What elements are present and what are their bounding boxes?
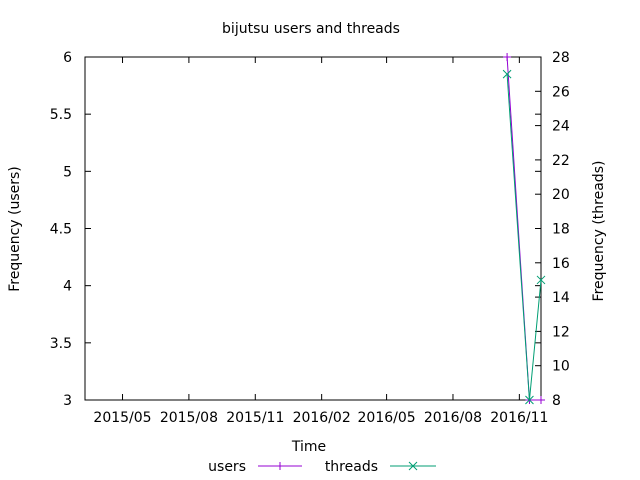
x-axis: 2015/05 2015/08 2015/11 2016/02 2016/05 2016/… bbox=[93, 57, 548, 426]
y-tick-label: 5.5 bbox=[50, 107, 72, 123]
y-tick-label: 6 bbox=[63, 50, 72, 66]
y-tick-label: 3 bbox=[63, 393, 72, 409]
right-axis: 8 10 12 14 16 18 20 22 24 26 28 bbox=[535, 50, 570, 409]
y2-tick-label: 18 bbox=[552, 222, 570, 238]
y2-axis-label: Frequency (threads) bbox=[591, 161, 607, 302]
left-axis: 3 3.5 4 4.5 5 5.5 6 bbox=[50, 50, 541, 409]
y2-tick-label: 10 bbox=[552, 359, 570, 375]
plot-frame bbox=[84, 56, 542, 401]
x-tick-label: 2015/11 bbox=[226, 410, 284, 426]
legend-marker-users bbox=[276, 462, 284, 470]
data-point-threads bbox=[525, 395, 534, 405]
y2-tick-label: 20 bbox=[552, 187, 570, 203]
series-layer bbox=[502, 53, 546, 405]
y-tick-label: 4 bbox=[63, 279, 72, 295]
y2-tick-label: 26 bbox=[552, 84, 570, 100]
data-point-threads bbox=[536, 275, 546, 285]
data-point-users bbox=[537, 396, 545, 404]
legend-marker-threads bbox=[408, 461, 418, 471]
y2-tick-label: 8 bbox=[552, 393, 561, 409]
y-tick-label: 4.5 bbox=[50, 222, 72, 238]
x-tick-label: 2016/08 bbox=[424, 410, 482, 426]
x-tick-label: 2015/05 bbox=[93, 410, 151, 426]
y2-tick-label: 28 bbox=[552, 50, 570, 66]
y-tick-label: 5 bbox=[63, 164, 72, 180]
y-tick-label: 3.5 bbox=[50, 336, 72, 352]
x-tick-label: 2016/05 bbox=[358, 410, 416, 426]
legend-label-users: users bbox=[208, 459, 246, 475]
series-line-threads bbox=[506, 74, 542, 401]
y2-tick-label: 12 bbox=[552, 324, 570, 340]
chart-title: bijutsu users and threads bbox=[222, 21, 400, 37]
data-point-threads bbox=[502, 69, 512, 79]
data-point-users bbox=[503, 53, 512, 61]
x-tick-label: 2016/02 bbox=[293, 410, 351, 426]
legend-label-threads: threads bbox=[325, 459, 378, 475]
y-axis-label: Frequency (users) bbox=[7, 166, 23, 292]
y2-tick-label: 14 bbox=[552, 290, 570, 306]
legend: users threads bbox=[208, 459, 436, 475]
y2-tick-label: 22 bbox=[552, 153, 570, 169]
x-axis-label: Time bbox=[291, 439, 326, 455]
y2-tick-label: 24 bbox=[552, 119, 570, 135]
y2-tick-label: 16 bbox=[552, 256, 570, 272]
x-tick-label: 2016/11 bbox=[490, 410, 548, 426]
x-tick-label: 2015/08 bbox=[160, 410, 218, 426]
